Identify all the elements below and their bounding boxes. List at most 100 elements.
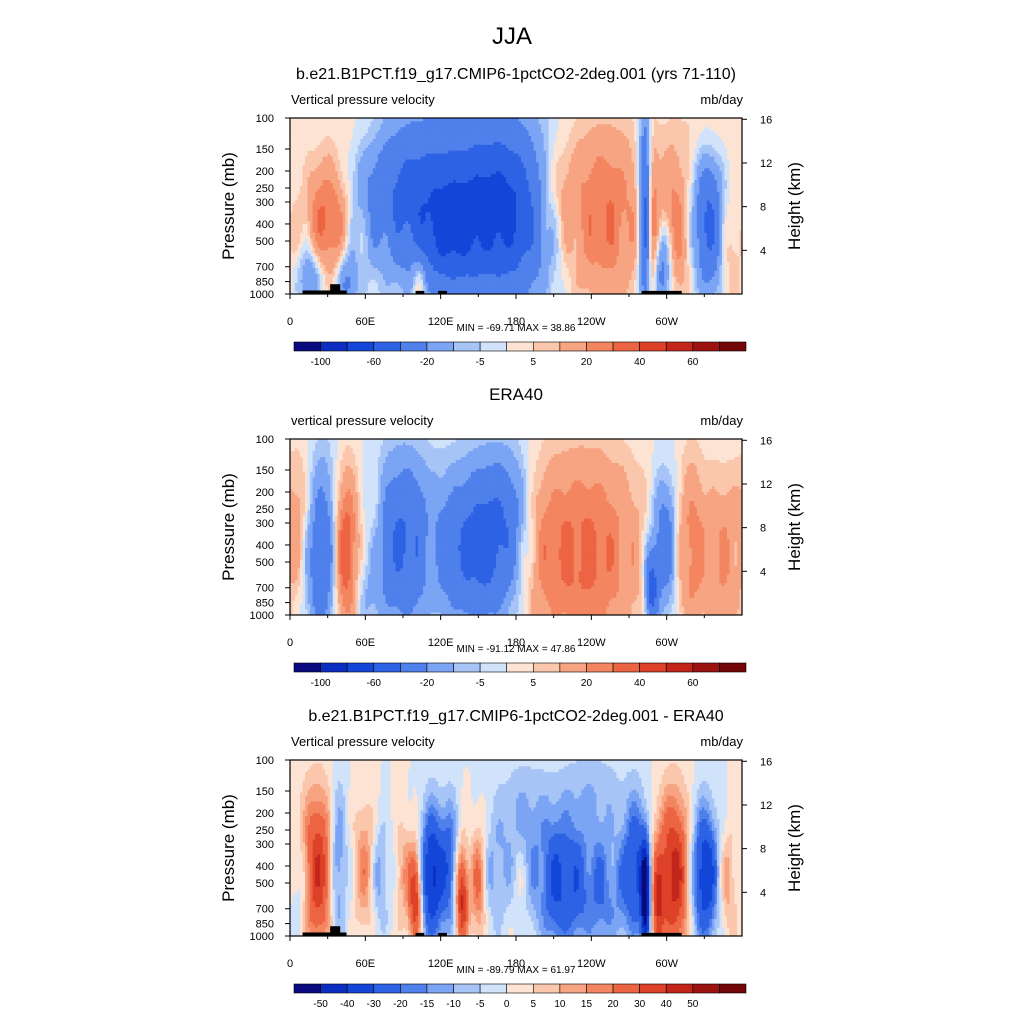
field-cell <box>498 282 502 286</box>
field-cell <box>310 211 313 216</box>
field-cell <box>397 279 401 283</box>
field-cell <box>701 270 705 274</box>
field-cell <box>671 276 675 280</box>
field-cell <box>709 264 713 268</box>
field-cell <box>538 264 542 268</box>
field-cell <box>664 282 668 286</box>
field-cell <box>573 211 577 216</box>
field-cell <box>453 238 457 242</box>
field-cell <box>445 217 449 222</box>
field-cell <box>578 223 582 227</box>
field-cell <box>681 258 685 263</box>
field-cell <box>327 261 331 266</box>
field-cell <box>315 258 319 263</box>
field-cell <box>307 226 311 230</box>
field-cell <box>300 235 303 239</box>
field-cell <box>661 232 665 236</box>
field-cell <box>576 291 580 295</box>
field-cell <box>671 267 675 271</box>
field-cell <box>686 226 690 230</box>
field-cell <box>473 247 477 251</box>
field-cell <box>714 220 718 224</box>
field-cell <box>465 214 469 219</box>
field-cell <box>513 211 517 216</box>
field-cell <box>679 255 683 260</box>
field-cell <box>322 285 326 289</box>
field-cell <box>370 285 374 289</box>
field-cell <box>428 264 432 268</box>
field-cell <box>704 238 708 242</box>
field-cell <box>468 252 472 257</box>
field-cell <box>355 258 359 263</box>
field-cell <box>623 223 627 227</box>
field-cell <box>543 250 547 254</box>
field-cell <box>435 247 439 251</box>
field-cell <box>478 288 482 292</box>
field-cell <box>533 288 537 292</box>
field-cell <box>618 252 622 257</box>
field-cell <box>626 270 630 274</box>
field-cell <box>533 267 537 271</box>
field-cell <box>317 223 321 227</box>
field-cell <box>425 232 429 236</box>
field-cell <box>691 273 695 277</box>
field-cell <box>315 226 319 230</box>
field-cell <box>578 264 582 268</box>
field-cell <box>493 273 497 277</box>
field-cell <box>679 250 683 254</box>
field-cell <box>553 220 557 224</box>
field-cell <box>681 235 685 239</box>
field-cell <box>621 282 625 286</box>
field-cell <box>629 214 632 219</box>
field-cell <box>330 282 334 286</box>
field-cell <box>518 273 522 277</box>
field-cell <box>372 273 376 277</box>
field-cell <box>485 250 489 254</box>
field-cell <box>453 235 457 239</box>
field-cell <box>659 258 663 263</box>
field-cell <box>362 276 366 280</box>
field-cell <box>478 282 482 286</box>
field-cell <box>510 247 514 251</box>
field-cell <box>601 217 605 222</box>
field-cell <box>390 235 394 239</box>
field-cell <box>541 247 545 251</box>
field-cell <box>340 264 344 268</box>
field-cell <box>443 288 447 292</box>
field-cell <box>629 279 632 283</box>
field-cell <box>295 285 298 289</box>
field-cell <box>721 258 725 263</box>
field-cell <box>631 241 635 245</box>
field-cell <box>616 258 620 263</box>
field-cell <box>538 217 542 222</box>
field-cell <box>631 247 635 251</box>
field-cell <box>739 220 743 224</box>
field-cell <box>337 270 341 274</box>
field-cell <box>616 214 620 219</box>
field-cell <box>357 267 361 271</box>
field-cell <box>669 220 673 224</box>
field-cell <box>305 241 308 245</box>
field-cell <box>423 241 426 245</box>
field-cell <box>297 220 301 224</box>
field-cell <box>360 226 364 230</box>
field-cell <box>428 273 432 277</box>
field-cell <box>546 276 550 280</box>
field-cell <box>588 273 592 277</box>
field-cell <box>729 250 733 254</box>
field-cell <box>699 288 703 292</box>
field-cell <box>679 214 683 219</box>
field-cell <box>500 270 504 274</box>
field-cell <box>581 235 585 239</box>
field-cell <box>483 264 487 268</box>
field-cell <box>450 261 454 266</box>
field-cell <box>593 282 597 286</box>
field-cell <box>714 226 718 230</box>
field-cell <box>616 232 620 236</box>
field-cell <box>731 282 735 286</box>
field-cell <box>470 241 474 245</box>
field-cell <box>721 267 725 271</box>
field-cell <box>538 229 542 233</box>
field-cell <box>634 285 637 289</box>
field-cell <box>656 279 660 283</box>
